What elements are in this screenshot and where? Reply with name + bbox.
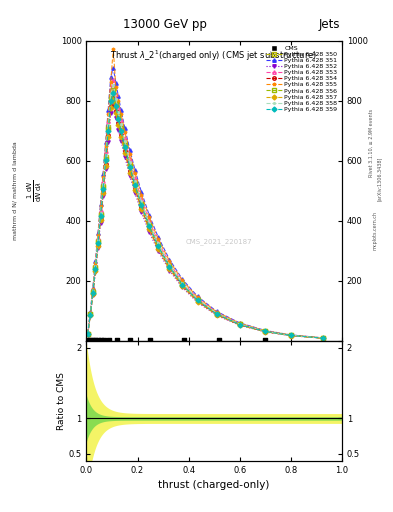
- Text: mcplots.cern.ch: mcplots.cern.ch: [373, 211, 378, 250]
- Text: 13000 GeV pp: 13000 GeV pp: [123, 18, 207, 31]
- Text: [arXiv:1306.3438]: [arXiv:1306.3438]: [377, 157, 382, 201]
- Point: [180, 336, 187, 345]
- Point: [114, 336, 120, 345]
- Point: [87, 336, 94, 345]
- Point: [262, 336, 268, 345]
- Text: CMS_2021_220187: CMS_2021_220187: [186, 239, 253, 245]
- Point: [90, 336, 96, 345]
- X-axis label: thrust (charged-only): thrust (charged-only): [158, 480, 270, 490]
- Text: mathrm d N/ mathrm d lambda: mathrm d N/ mathrm d lambda: [13, 141, 17, 240]
- Legend: CMS, Pythia 6.428 350, Pythia 6.428 351, Pythia 6.428 352, Pythia 6.428 353, Pyt: CMS, Pythia 6.428 350, Pythia 6.428 351,…: [265, 44, 339, 113]
- Point: [147, 336, 153, 345]
- Text: Jets: Jets: [318, 18, 340, 31]
- Point: [84, 336, 91, 345]
- Point: [92, 336, 99, 345]
- Text: $\frac{1}{\mathregular{d}N}\frac{\mathregular{d}N}{\mathregular{d}\lambda}$: $\frac{1}{\mathregular{d}N}\frac{\mathre…: [26, 180, 44, 202]
- Point: [127, 336, 133, 345]
- Point: [95, 336, 101, 345]
- Point: [106, 336, 113, 345]
- Y-axis label: Ratio to CMS: Ratio to CMS: [57, 372, 66, 430]
- Text: Thrust $\lambda$_2$^1$(charged only) (CMS jet substructure): Thrust $\lambda$_2$^1$(charged only) (CM…: [110, 49, 318, 63]
- Text: Rivet 3.1.10, ≥ 2.9M events: Rivet 3.1.10, ≥ 2.9M events: [369, 109, 374, 178]
- Point: [97, 336, 104, 345]
- Point: [101, 336, 108, 345]
- Point: [216, 336, 222, 345]
